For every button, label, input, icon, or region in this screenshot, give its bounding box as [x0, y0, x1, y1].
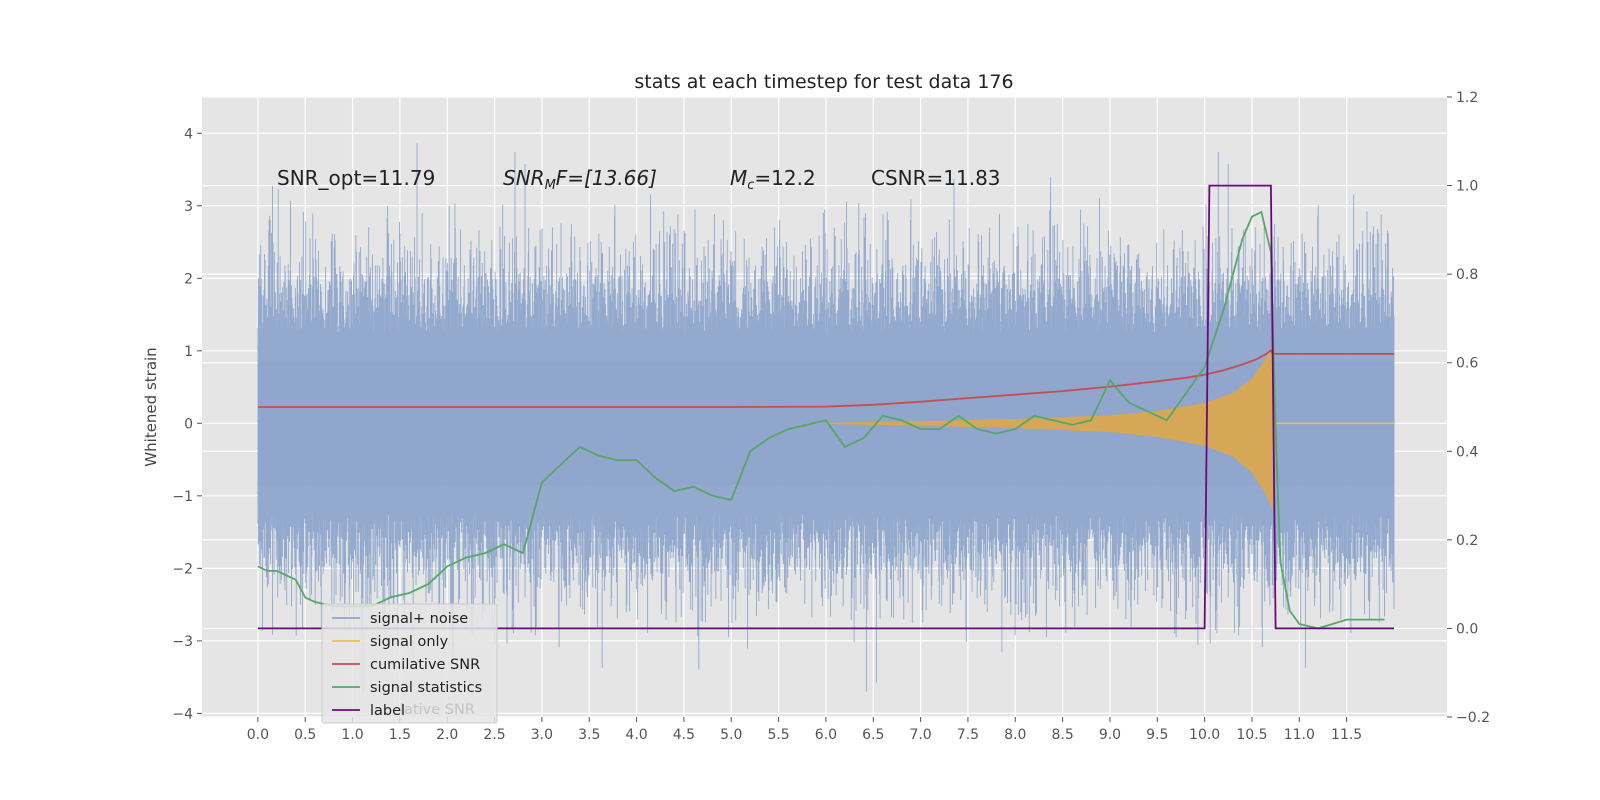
- x-tick-label: 5.0: [720, 727, 742, 743]
- x-tick-label: 10.0: [1189, 727, 1220, 743]
- x-tick-label: 8.0: [1004, 727, 1026, 743]
- x-tick-label: 1.0: [341, 727, 363, 743]
- annotation-snr-mf-sub: M: [545, 178, 556, 193]
- y-right-tick-label: −0.2: [1456, 710, 1490, 726]
- x-tick-label: 6.5: [862, 727, 884, 743]
- x-tick-label: 2.5: [483, 727, 505, 743]
- annotation-mc: Mc=12.2: [730, 166, 816, 193]
- legend-entry-label: cumilative SNR: [370, 657, 480, 673]
- x-tick-label: 7.5: [957, 727, 979, 743]
- y-right-tick-label: 0.4: [1456, 444, 1478, 460]
- annotation-mc-main: M: [730, 166, 747, 190]
- y-right-tick-label: 1.2: [1456, 90, 1478, 106]
- x-tick-label: 10.5: [1236, 727, 1267, 743]
- y-right-tick-label: 0.2: [1456, 533, 1478, 549]
- x-tick-label: 3.0: [531, 727, 553, 743]
- legend-box: [321, 603, 498, 724]
- annotation-mc-sub: c: [747, 178, 754, 193]
- x-tick-label: 11.5: [1331, 727, 1362, 743]
- y-tick-label: 0: [184, 416, 193, 432]
- legend-entry-label: label: [370, 703, 405, 719]
- y-tick-label: −3: [172, 634, 193, 650]
- series-line-signal-statistics: [257, 210, 1385, 630]
- annotation-snr-opt: SNR_opt=11.79: [277, 166, 435, 190]
- chart-title: stats at each timestep for test data 176: [634, 71, 1013, 93]
- x-tick-label: 0.5: [294, 727, 316, 743]
- y-tick-label: −1: [172, 489, 193, 505]
- x-tick-label: 11.0: [1284, 727, 1315, 743]
- annotation-csnr: CSNR=11.83: [871, 166, 1001, 190]
- y-tick-label: −2: [172, 561, 193, 577]
- y-tick-label: 3: [184, 199, 193, 215]
- x-tick-label: 6.0: [815, 727, 837, 743]
- legend-entry-label: signal+ noise: [370, 611, 468, 627]
- legend-hidden-entry: lative SNR: [400, 702, 475, 718]
- annotation-snr-mf-main: SNR: [503, 166, 545, 190]
- x-tick-label: 4.5: [673, 727, 695, 743]
- y-tick-label: 2: [184, 271, 193, 287]
- chirp-envelope: [825, 343, 1276, 512]
- x-tick-label: 4.0: [625, 727, 647, 743]
- x-tick-label: 9.0: [1099, 727, 1121, 743]
- y-right-tick-label: 0.8: [1456, 267, 1478, 283]
- legend-entry-label: signal statistics: [370, 680, 482, 696]
- annotation-mc-rest: =12.2: [754, 166, 815, 190]
- x-tick-label: 5.5: [767, 727, 789, 743]
- series-signal-only: [825, 343, 1394, 512]
- x-tick-label: 2.0: [436, 727, 458, 743]
- series-line-cumilative-snr: [257, 348, 1394, 408]
- x-tick-label: 8.5: [1051, 727, 1073, 743]
- axes: 0.0 0.5 1.0 1.5 2.0 2.5 3.0 3.5 4.0 4.5 5.0 5.5 6.0 6…: [172, 90, 1490, 743]
- y-tick-label: −4: [172, 706, 193, 722]
- annotation-snr-mf-rest: F=[13.66]: [556, 166, 657, 190]
- y-axis-label: Whitened strain: [142, 347, 160, 466]
- x-tick-label: 1.5: [389, 727, 411, 743]
- y-tick-label: 1: [184, 344, 193, 360]
- x-tick-label: 9.5: [1146, 727, 1168, 743]
- legend: lative SNR signal+ noise signal only cumil…: [321, 603, 498, 724]
- x-tick-label: 0.0: [247, 727, 269, 743]
- x-tick-label: 3.5: [578, 727, 600, 743]
- legend-entry-label: signal only: [370, 634, 449, 650]
- series-line-label: [257, 184, 1394, 630]
- y-right-tick-label: 0.0: [1456, 621, 1478, 637]
- y-tick-label: 4: [184, 126, 193, 142]
- series-lines: [257, 184, 1394, 630]
- x-tick-label: 7.0: [909, 727, 931, 743]
- y-right-tick-label: 0.6: [1456, 356, 1478, 372]
- y-right-tick-label: 1.0: [1456, 179, 1478, 195]
- annotation-snr-mf: SNRMF=[13.66]: [503, 166, 657, 193]
